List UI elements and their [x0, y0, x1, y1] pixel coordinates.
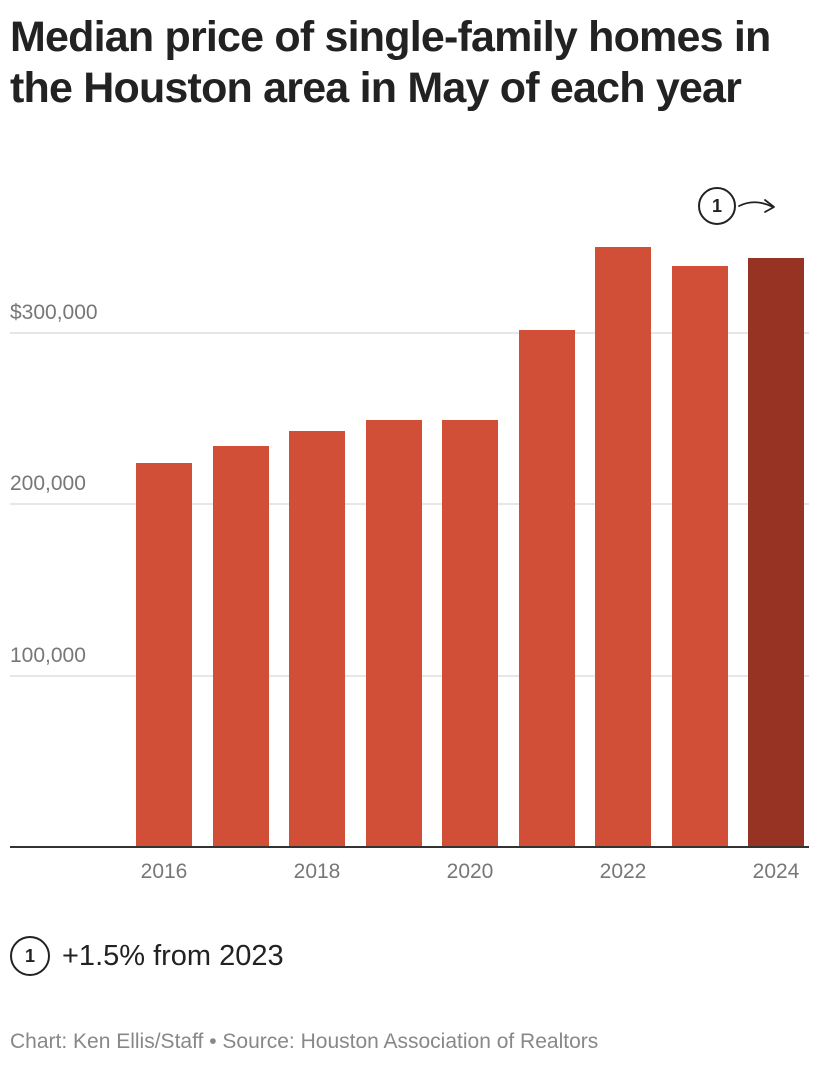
chart-title: Median price of single-family homes in t… [10, 13, 771, 112]
annotation-text: +1.5% from 2023 [62, 939, 284, 972]
x-tick-label: 2022 [599, 860, 647, 883]
bar-chart: 1 100,000 200,000 $300,000 2016 2018 2020 2022… [0, 180, 820, 900]
bar-2019[interactable] [365, 420, 422, 847]
y-tick-label: 200,000 [10, 472, 86, 496]
x-tick-label: 2024 [752, 860, 800, 883]
chart-credit: Chart: Ken Ellis/Staff • Source: Houston… [10, 1030, 599, 1053]
gridline [10, 332, 809, 335]
annotation-marker-top: 1 [698, 187, 736, 225]
y-tick-label: $300,000 [10, 301, 98, 325]
x-tick-label: 2020 [446, 860, 494, 883]
bar-2023[interactable] [671, 266, 728, 847]
bar-2022[interactable] [595, 247, 651, 847]
bar-2017[interactable] [212, 446, 269, 847]
annotation-note: 1 +1.5% from 2023 [10, 936, 284, 976]
x-tick-label: 2018 [293, 860, 341, 883]
bar-2024[interactable] [748, 257, 804, 847]
arrow-right-icon [738, 199, 775, 213]
bar-2018[interactable] [289, 430, 345, 847]
bar-2020[interactable] [442, 420, 498, 847]
bar-2021[interactable] [518, 329, 575, 847]
bar-2016[interactable] [136, 463, 192, 847]
x-tick-label: 2016 [140, 860, 188, 883]
x-axis-line [10, 846, 809, 848]
annotation-marker: 1 [10, 936, 50, 976]
y-tick-label: 100,000 [10, 643, 86, 667]
